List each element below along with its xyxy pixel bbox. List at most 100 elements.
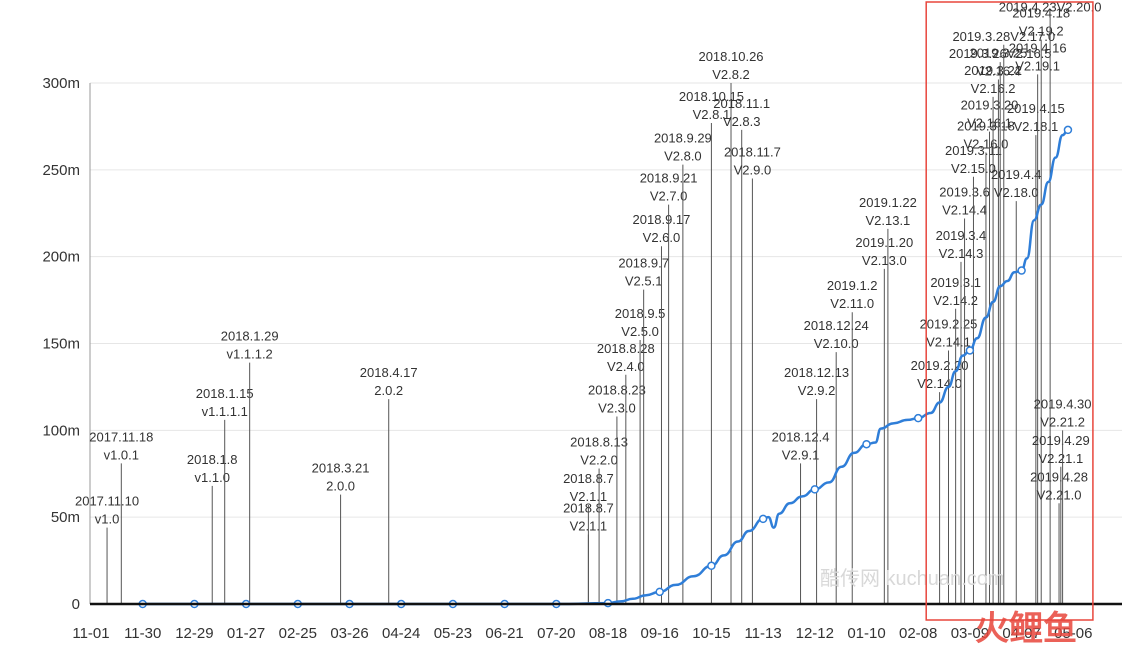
annotation-label: 2.0.0	[326, 479, 355, 494]
data-point	[862, 439, 871, 449]
annotation-label: 2018.9.7	[618, 256, 669, 271]
x-axis-labels: 11-01 11-30 12-29 01-27 02-25 03-26 04-24 05-23…	[72, 625, 1092, 642]
annotation-label: 2018.9.21	[640, 171, 698, 186]
annotation-label: V2.14.4	[942, 202, 987, 217]
watermark: 酷传网 kuchuan.com	[820, 567, 1005, 590]
brand-logo: 火鲤鱼	[975, 610, 1077, 648]
x-tick-label: 09-16	[641, 625, 679, 642]
data-point	[655, 587, 664, 597]
y-tick-label: 150m	[42, 336, 80, 353]
annotation-label: 2019.1.2	[827, 278, 878, 293]
annotation-label: v1.1.1.1	[202, 404, 248, 419]
x-tick-label: 01-27	[227, 625, 265, 642]
annotation-label: 2017.11.10	[75, 494, 139, 509]
annotation-label: 2019.4.23V2.20.0	[999, 0, 1102, 14]
annotation-label: 2018.4.17	[360, 365, 418, 380]
annotation-label: 2018.11.7	[724, 145, 781, 160]
annotation-label: V2.11.0	[830, 296, 874, 311]
annotation-label: 2019.3.28V2.17.0	[952, 29, 1055, 44]
annotation-label: 2018.3.21	[312, 461, 370, 476]
annotation-label: v1.0.1	[104, 447, 139, 462]
annotation-label: 2018.1.29	[221, 329, 279, 344]
annotation-label: V2.3.0	[598, 400, 636, 415]
highlight-box	[925, 1, 1094, 621]
annotation-label: 2019.3.4	[936, 228, 987, 243]
x-tick-label: 06-21	[485, 625, 523, 642]
annotation-label: V2.1.1	[570, 489, 608, 504]
y-tick-label: 50m	[51, 509, 80, 526]
annotation-label: V2.5.1	[625, 274, 663, 289]
gridlines	[89, 82, 1122, 604]
x-tick-label: 11-13	[744, 625, 781, 642]
annotation-label: 2019.3.26V2.16.5	[949, 46, 1052, 61]
x-tick-label: 01-10	[847, 625, 885, 642]
x-tick-label: 04-07	[1002, 625, 1040, 642]
x-tick-label: 03-09	[951, 625, 989, 642]
annotation-label: 2019.1.20	[855, 235, 913, 250]
annotation-label: 2019.4.18	[1012, 6, 1070, 21]
y-tick-label: 200m	[42, 249, 80, 266]
annotation-label: 2018.10.15	[679, 89, 744, 104]
annotation-label: V2.15.0	[951, 161, 996, 176]
annotation-label: 2019.2.20	[911, 358, 969, 373]
x-tick-label: 05-06	[1054, 625, 1092, 642]
annotation-label: 2019.3.11	[945, 143, 1002, 158]
x-tick-label: 05-23	[434, 625, 472, 642]
annotation-label: V2.18.0	[994, 185, 1039, 200]
annotation-label: 2019.3.6	[939, 184, 990, 199]
data-point	[758, 514, 768, 524]
data-point	[1063, 125, 1073, 135]
annotation-label: V2.8.3	[723, 114, 761, 129]
data-point	[707, 561, 716, 571]
annotation-label: 2019.4.15	[1007, 101, 1065, 116]
data-point	[810, 485, 820, 494]
annotation-label: V2.16.1	[967, 116, 1012, 131]
annotation-label: 2019.3.22	[964, 63, 1022, 78]
annotation-label: V2.21.0	[1037, 487, 1082, 502]
annotation-label: V2.6.0	[643, 230, 681, 245]
annotation-label: V2.8.0	[664, 149, 702, 164]
x-tick-label: 11-30	[124, 625, 161, 642]
annotation-label: v1.1.1.2	[227, 347, 273, 362]
x-tick-label: 07-20	[537, 625, 575, 642]
annotation-label: v1.1.0	[195, 470, 230, 485]
y-tick-label: 100m	[42, 422, 80, 439]
annotation-label: 2019.4.29	[1032, 433, 1090, 448]
annotation-label: 2.0.2	[374, 383, 403, 398]
x-tick-label: 10-15	[692, 625, 730, 642]
annotation-label: V2.21.1	[1038, 451, 1083, 466]
annotation-label: V2.14.1	[926, 334, 971, 349]
x-tick-label: 12-29	[175, 625, 213, 642]
annotation-label: V2.5.0	[621, 324, 659, 339]
annotation-label: 2018.9.29	[654, 131, 712, 146]
annotation-label: 2018.12.13	[784, 365, 849, 380]
x-tick-label: 08-18	[589, 625, 627, 642]
annotation-label: V2.21.2	[1040, 414, 1085, 429]
data-point	[1017, 266, 1026, 275]
annotation-label: 2018.11.1	[713, 96, 770, 111]
annotation-label: V2.16.0	[964, 136, 1009, 151]
annotation-label: 2018.9.5	[615, 306, 666, 321]
annotation-label: 2019.4.16	[1009, 40, 1067, 55]
annotation-label: 2018.10.26	[698, 49, 763, 64]
x-tick-label: 04-24	[382, 625, 420, 642]
annotation-label: V2.18.1	[1013, 119, 1058, 134]
annotation-label: 2018.8.23	[588, 382, 646, 397]
annotation-label: 2019.4.4	[991, 167, 1042, 182]
annotation-label: 2017.11.18	[89, 429, 153, 444]
annotation-label: V2.9.1	[782, 447, 820, 462]
data-point	[965, 346, 975, 355]
annotation-label: 2019.4.30	[1034, 396, 1092, 411]
x-tick-label: 03-26	[330, 625, 368, 642]
annotation-label: V2.8.2	[712, 67, 750, 82]
data-point	[913, 413, 923, 423]
annotation-label: V2.9.2	[798, 383, 836, 398]
annotation-label: V2.19.1	[1015, 58, 1060, 73]
annotation-label: V2.14.3	[939, 246, 984, 261]
annotation-label: 2018.9.17	[633, 212, 691, 227]
annotation-label: V2.2.0	[580, 453, 618, 468]
annotation-label: 2019.3.25	[970, 46, 1028, 61]
annotation-label: 2018.1.15	[196, 386, 254, 401]
annotation-label: v1.0	[95, 512, 120, 527]
annotation-label: 2018.8.7	[563, 471, 614, 486]
